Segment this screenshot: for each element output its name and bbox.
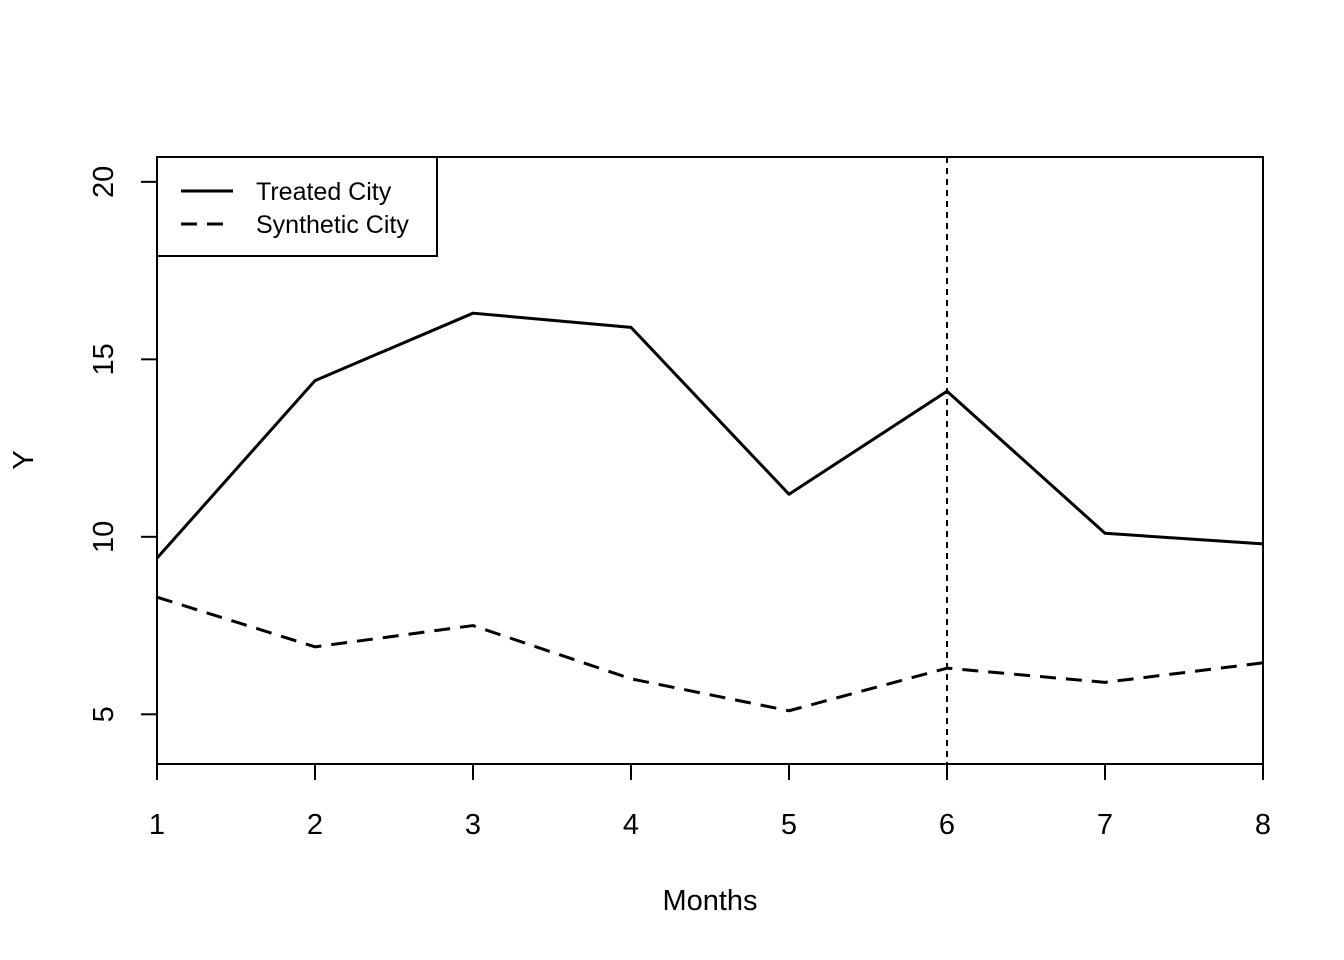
x-tick-label: 1 [149,809,165,841]
x-tick-label: 2 [307,809,323,841]
y-tick-label: 15 [88,343,120,375]
y-tick-label: 20 [88,166,120,198]
x-tick-label: 5 [781,809,797,841]
y-axis: 5 10 15 20 [88,166,158,722]
x-axis: 1 2 3 4 5 6 7 8 [149,763,1271,841]
x-axis-title: Months [662,885,757,917]
x-tick-label: 3 [465,809,481,841]
legend-box [156,156,438,257]
x-tick-label: 6 [939,809,955,841]
y-tick-label: 10 [88,521,120,553]
legend-label-synthetic-city: Synthetic City [256,211,409,239]
legend-label-treated-city: Treated City [256,178,392,206]
legend: Treated City Synthetic City [156,156,438,257]
series-synthetic-city [156,595,1264,713]
series-line-treated-city [155,311,1264,560]
x-tick-label: 7 [1097,809,1113,841]
x-tick-label: 8 [1255,809,1271,841]
series-treated-city [155,311,1264,560]
y-tick-label: 5 [88,706,120,722]
y-axis-title: Y [8,450,40,469]
x-tick-label: 4 [623,809,639,841]
series-line-synthetic-city [156,595,1264,713]
